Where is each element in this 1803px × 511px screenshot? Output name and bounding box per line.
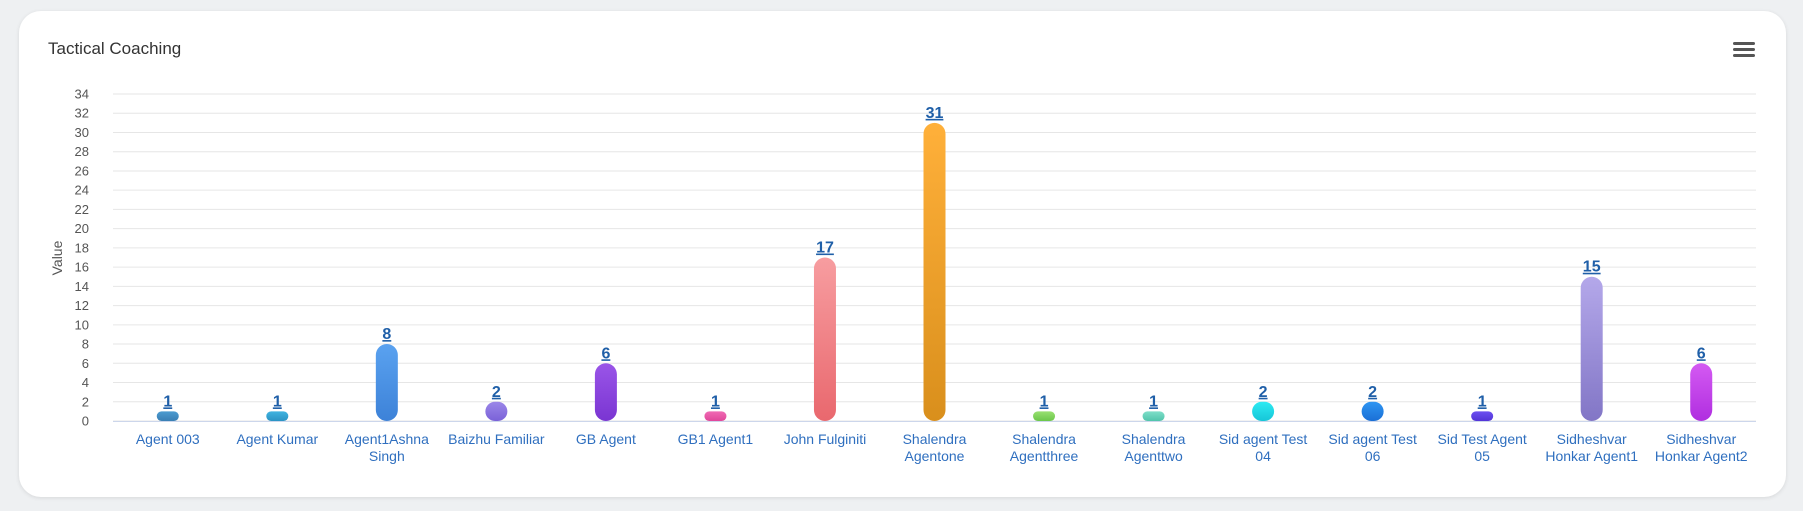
y-tick-label: 8	[82, 337, 89, 352]
y-tick-label: 12	[75, 298, 89, 313]
category-labels: Agent 003 Agent Kumar Agent1Ashna Singh Baiz…	[136, 431, 1748, 464]
category-label: GB Agent	[576, 431, 636, 447]
y-tick-label: 14	[75, 279, 89, 294]
category-label: Sid agent Test 04	[1219, 431, 1308, 464]
category-label: Sid agent Test 06	[1328, 431, 1417, 464]
data-label[interactable]: 15	[1583, 259, 1601, 276]
category-label: John Fulginiti	[784, 431, 867, 447]
data-label[interactable]: 17	[816, 240, 834, 257]
bar[interactable]	[813, 257, 836, 422]
data-label[interactable]: 1	[273, 393, 282, 410]
data-label[interactable]: 31	[926, 105, 944, 122]
y-tick-label: 10	[75, 317, 89, 332]
bar[interactable]	[375, 344, 398, 421]
bar[interactable]	[1361, 401, 1384, 421]
data-label[interactable]: 1	[1149, 393, 1158, 410]
bar[interactable]	[1142, 411, 1165, 421]
bar[interactable]	[923, 122, 946, 422]
category-label: Agent1Ashna Singh	[345, 431, 429, 464]
y-tick-label: 28	[75, 144, 89, 159]
data-label[interactable]: 6	[601, 345, 610, 362]
data-label[interactable]: 2	[1259, 384, 1268, 401]
y-tick-label: 0	[82, 414, 89, 429]
category-label: Sid Test Agent 05	[1438, 431, 1527, 464]
y-tick-label: 22	[75, 202, 89, 217]
y-tick-label: 32	[75, 106, 89, 121]
y-tick-label: 20	[75, 221, 89, 236]
category-label: Shalendra Agentone	[903, 431, 967, 464]
bar[interactable]	[266, 411, 289, 421]
data-label[interactable]: 2	[492, 384, 501, 401]
bar[interactable]	[156, 411, 179, 421]
bar[interactable]	[1252, 401, 1275, 421]
data-label[interactable]: 1	[711, 393, 720, 410]
bar[interactable]	[485, 401, 508, 421]
bar[interactable]	[1690, 363, 1713, 421]
data-label[interactable]: 8	[382, 326, 391, 343]
y-tick-label: 6	[82, 356, 89, 371]
bar[interactable]	[1580, 276, 1603, 421]
category-label: Agent 003	[136, 431, 200, 447]
category-label: Shalendra Agentthree	[1010, 431, 1079, 464]
data-labels: 1 1 8 2 6 1 17 31 1 1 2 2 1 15 6	[163, 105, 1705, 411]
bar[interactable]	[1471, 411, 1494, 421]
data-label[interactable]: 6	[1697, 345, 1706, 362]
data-label[interactable]: 1	[1478, 393, 1487, 410]
y-tick-label: 18	[75, 240, 89, 255]
y-axis-label: Value	[49, 240, 65, 275]
data-label[interactable]: 1	[1040, 393, 1049, 410]
y-tick-label: 4	[82, 375, 89, 390]
data-label[interactable]: 1	[163, 393, 172, 410]
category-label: Sidheshvar Honkar Agent1	[1545, 431, 1638, 464]
chart-title: Tactical Coaching	[48, 39, 182, 58]
category-label: Shalendra Agenttwo	[1122, 431, 1186, 464]
y-tick-label: 16	[75, 260, 89, 275]
category-label: Agent Kumar	[236, 431, 318, 447]
data-label[interactable]: 2	[1368, 384, 1377, 401]
bar[interactable]	[594, 363, 617, 421]
hamburger-menu-icon[interactable]	[1733, 42, 1755, 60]
y-tick-label: 34	[75, 87, 89, 102]
y-tick-label: 2	[82, 394, 89, 409]
category-label: GB1 Agent1	[678, 431, 754, 447]
category-label: Sidheshvar Honkar Agent2	[1655, 431, 1748, 464]
category-label: Baizhu Familiar	[448, 431, 545, 447]
bar[interactable]	[704, 411, 727, 421]
y-tick-label: 24	[75, 183, 89, 198]
y-tick-label: 30	[75, 125, 89, 140]
bar[interactable]	[1033, 411, 1056, 421]
bars	[156, 122, 1713, 422]
y-tick-label: 26	[75, 163, 89, 178]
